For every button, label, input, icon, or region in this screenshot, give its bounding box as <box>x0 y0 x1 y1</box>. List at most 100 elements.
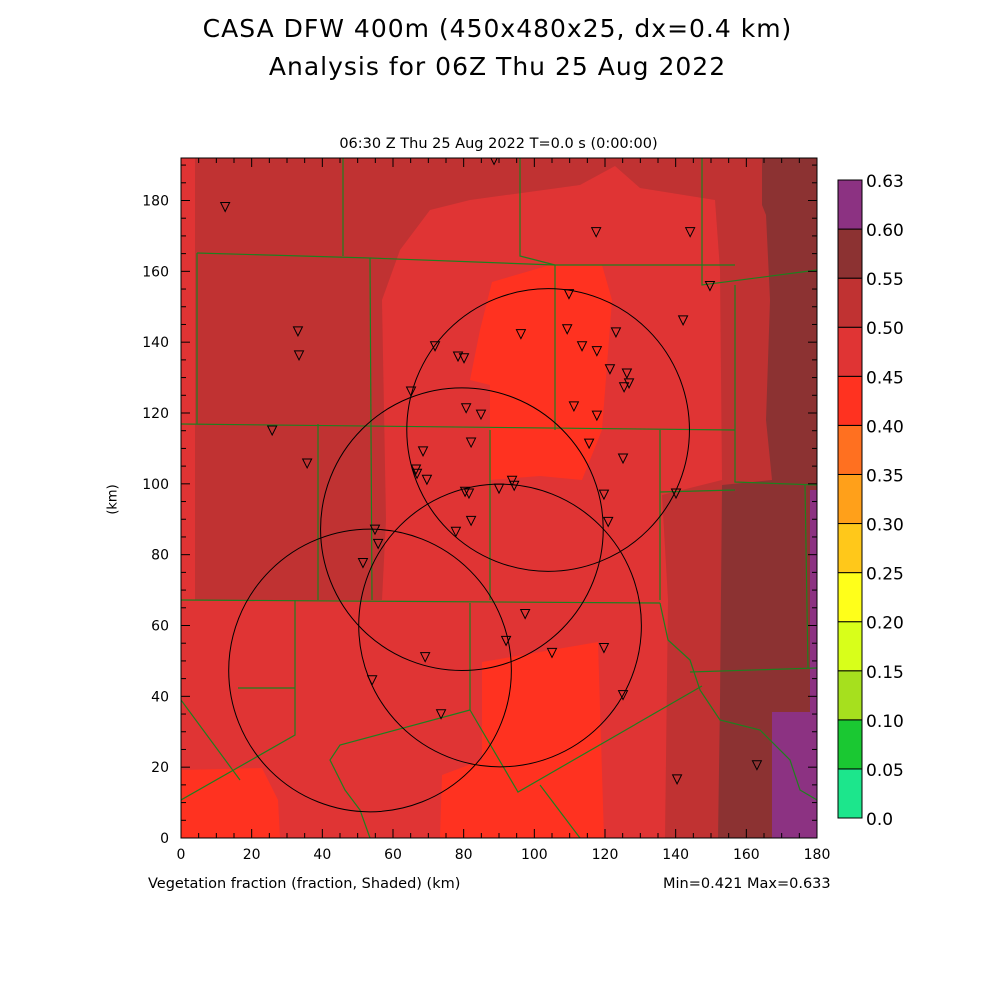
station-triangle-icon <box>366 675 378 686</box>
colorbar-label: 0.15 <box>866 663 904 683</box>
x-axis-label: Vegetation fraction (fraction, Shaded) (… <box>148 876 461 892</box>
colorbar-label: 0.20 <box>866 614 904 634</box>
station-triangle-icon <box>411 468 423 480</box>
colorbar-swatch <box>837 179 863 230</box>
station-triangle-icon <box>590 227 602 238</box>
station-triangle-icon <box>369 524 381 536</box>
colorbar-swatch <box>837 473 863 525</box>
colorbar-label: 0.25 <box>866 565 904 585</box>
radar-range-ring <box>406 288 690 572</box>
station-triangle-icon <box>357 557 369 569</box>
station-triangle-icon <box>610 327 622 339</box>
station-triangle-icon <box>458 353 470 364</box>
colorbar: 0.0 0.05 0.10 0.15 0.20 0.25 0.30 0.35 0.40 0.45 0… <box>837 172 904 830</box>
station-triangle-icon <box>583 438 595 450</box>
colorbar-swatch <box>837 228 863 279</box>
colorbar-label: 0.30 <box>866 516 904 536</box>
station-triangle-icon <box>450 526 462 538</box>
station-markers <box>219 158 763 785</box>
x-tick-label: 20 <box>243 847 261 863</box>
station-triangle-icon <box>519 608 531 620</box>
colorbar-label: 0.45 <box>866 368 904 388</box>
y-tick-label: 0 <box>160 831 169 847</box>
station-triangle-icon <box>618 382 630 393</box>
x-tick-label: 160 <box>733 847 760 863</box>
field-0.55-0.60-east <box>718 158 817 838</box>
station-triangle-icon <box>421 474 433 486</box>
station-triangle-icon <box>598 489 610 501</box>
station-triangle-icon <box>292 326 304 337</box>
y-tick-label: 80 <box>151 548 169 564</box>
field-0.40-0.45-center <box>470 265 612 480</box>
station-triangle-icon <box>617 453 629 465</box>
station-triangle-icon <box>598 642 610 654</box>
county-boundaries <box>181 158 817 838</box>
station-triangle-icon <box>419 652 431 663</box>
colorbar-swatch <box>837 719 863 770</box>
station-triangle-icon <box>452 351 464 363</box>
station-triangle-icon <box>500 635 512 647</box>
y-tick-label: 120 <box>142 406 169 422</box>
station-triangle-icon <box>459 486 471 498</box>
station-triangle-icon <box>508 480 520 492</box>
station-triangle-icon <box>219 202 231 213</box>
colorbar-swatch <box>837 572 863 623</box>
station-triangle-icon <box>704 281 716 292</box>
colorbar-label: 0.40 <box>866 417 904 437</box>
colorbar-label: 0.05 <box>866 761 904 781</box>
station-triangle-icon <box>546 647 558 659</box>
shaded-field <box>181 158 817 838</box>
colorbar-swatch <box>837 375 863 426</box>
station-triangle-icon <box>623 378 635 390</box>
station-triangle-icon <box>475 409 487 421</box>
station-triangle-icon <box>563 289 575 300</box>
y-tick-label: 140 <box>142 335 169 351</box>
colorbar-swatch <box>837 277 863 328</box>
x-tick-label: 60 <box>384 847 402 863</box>
station-triangle-icon <box>671 774 683 785</box>
colorbar-label: 0.55 <box>866 270 904 290</box>
station-triangle-icon <box>561 324 573 335</box>
station-triangle-icon <box>301 458 313 470</box>
station-triangle-icon <box>576 341 588 352</box>
station-triangle-icon <box>490 158 498 166</box>
colorbar-label: 0.10 <box>866 712 904 732</box>
station-triangle-icon <box>568 401 580 413</box>
title-line-2: Analysis for 06Z Thu 25 Aug 2022 <box>268 52 727 81</box>
radar-range-ring <box>228 528 512 813</box>
colorbar-label: 0.60 <box>866 221 904 241</box>
colorbar-swatch <box>837 768 863 819</box>
field-0.60-0.63-east-edge <box>810 490 817 838</box>
station-triangle-icon <box>372 538 384 550</box>
y-tick-label: 100 <box>142 477 169 493</box>
station-triangle-icon <box>621 368 633 380</box>
station-triangle-icon <box>751 760 763 771</box>
station-triangle-icon <box>617 690 629 701</box>
colorbar-label: 0.63 <box>866 172 904 192</box>
colorbar-label: 0.35 <box>866 466 904 486</box>
x-tick-label: 40 <box>313 847 331 863</box>
station-triangle-icon <box>465 437 477 449</box>
station-triangle-icon <box>417 446 429 458</box>
x-tick-label: 180 <box>804 847 831 863</box>
station-triangle-icon <box>463 488 475 500</box>
y-tick-label: 20 <box>151 760 169 776</box>
station-triangle-icon <box>602 516 614 528</box>
axes: 0 20 40 60 80 100 120 140 160 180 0 20 40 60 80 100 120 1… <box>142 158 830 863</box>
station-triangle-icon <box>435 709 447 720</box>
y-tick-label: 40 <box>151 689 169 705</box>
station-triangle-icon <box>591 410 603 422</box>
station-triangle-icon <box>266 425 278 437</box>
station-triangle-icon <box>515 329 527 340</box>
colorbar-swatch <box>837 621 863 672</box>
x-tick-label: 0 <box>177 847 186 863</box>
station-triangle-icon <box>604 364 616 375</box>
x-tick-label: 100 <box>521 847 548 863</box>
colorbar-swatch <box>837 523 863 574</box>
colorbar-label: 0.0 <box>866 810 893 830</box>
colorbar-label: 0.50 <box>866 319 904 339</box>
x-tick-label: 140 <box>662 847 689 863</box>
valid-time-subtitle: 06:30 Z Thu 25 Aug 2022 T=0.0 s (0:00:00… <box>339 136 658 152</box>
title-line-1: CASA DFW 400m (450x480x25, dx=0.4 km) <box>202 14 793 43</box>
